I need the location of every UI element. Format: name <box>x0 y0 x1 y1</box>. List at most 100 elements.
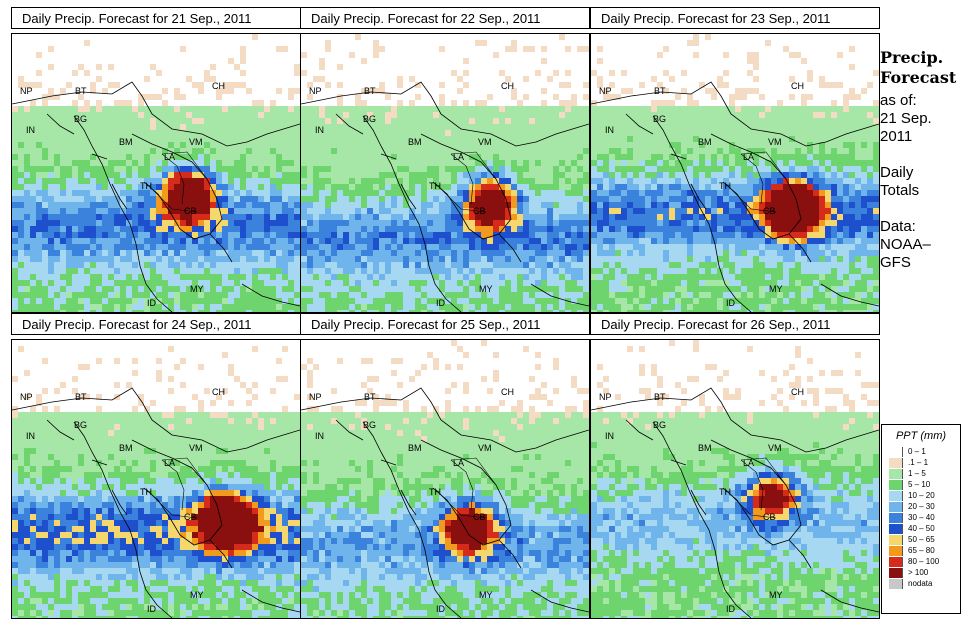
map-canvas: CH NP BT IN BG BM VM LA TH CB MY ID <box>591 34 879 312</box>
country-label: BG <box>363 114 376 124</box>
country-label: VM <box>768 137 782 147</box>
country-label: CB <box>763 512 776 522</box>
country-label: BT <box>654 86 666 96</box>
type-line1: Daily <box>880 164 914 181</box>
country-label: IN <box>315 125 324 135</box>
forecast-panel: Daily Precip. Forecast for 25 Sep., 2011… <box>300 313 590 619</box>
country-label: BT <box>364 86 376 96</box>
precip-grid <box>12 34 300 312</box>
country-label: VM <box>189 443 203 453</box>
map-canvas: CH NP BT IN BG BM VM LA TH CB MY ID <box>301 340 589 618</box>
country-label: LA <box>164 152 175 162</box>
data-source-line1: NOAA– <box>880 236 931 253</box>
legend-label: 40 – 50 <box>908 524 935 533</box>
panel-title: Daily Precip. Forecast for 24 Sep., 2011 <box>11 313 301 335</box>
country-label: ID <box>726 298 736 308</box>
country-label: BM <box>698 443 712 453</box>
map-canvas: CH NP BT IN BG BM VM LA TH CB MY ID <box>12 34 300 312</box>
country-label: MY <box>769 284 783 294</box>
legend-label: > 100 <box>908 568 929 577</box>
legend-swatch <box>889 578 903 589</box>
country-border <box>435 457 497 519</box>
precip-map: CH NP BT IN BG BM VM LA TH CB MY ID <box>590 339 880 619</box>
legend-item: .1 – 1 <box>889 457 960 468</box>
asof-year: 2011 <box>880 128 913 145</box>
country-label: LA <box>164 458 175 468</box>
legend-item: 0 – 1 <box>889 446 960 457</box>
country-label: BG <box>653 420 666 430</box>
country-label: BG <box>653 114 666 124</box>
coastline <box>591 81 879 312</box>
legend-swatch <box>889 534 903 545</box>
legend-item: 50 – 65 <box>889 534 960 545</box>
country-label: CB <box>184 206 197 216</box>
forecast-panel: Daily Precip. Forecast for 24 Sep., 2011… <box>11 313 301 619</box>
country-label: CB <box>473 206 486 216</box>
country-label: BG <box>74 114 87 124</box>
country-label: CB <box>473 512 486 522</box>
precip-map: CH NP BT IN BG BM VM LA TH CB MY ID <box>11 339 301 619</box>
country-label: CH <box>791 81 804 91</box>
country-label: ID <box>726 604 736 614</box>
legend-item: 80 – 100 <box>889 556 960 567</box>
country-label: ID <box>436 604 446 614</box>
legend-rows: 0 – 1 .1 – 1 1 – 5 5 – 10 10 – 20 20 – 30 30 –… <box>882 446 960 589</box>
legend-swatch <box>889 556 903 567</box>
precip-map: CH NP BT IN BG BM VM LA TH CB MY ID <box>11 33 301 313</box>
country-border <box>725 457 787 519</box>
country-label: NP <box>20 392 33 402</box>
legend-item: 30 – 40 <box>889 512 960 523</box>
country-label: ID <box>436 298 446 308</box>
legend-swatch <box>889 446 903 457</box>
legend-label: nodata <box>908 579 933 588</box>
country-label: BT <box>364 392 376 402</box>
precip-map: CH NP BT IN BG BM VM LA TH CB MY ID <box>300 339 590 619</box>
country-label: MY <box>479 590 493 600</box>
country-label: CH <box>501 387 514 397</box>
forecast-panel: Daily Precip. Forecast for 23 Sep., 2011… <box>590 7 880 313</box>
country-border <box>146 457 208 519</box>
country-border <box>435 151 497 213</box>
data-source-line2: GFS <box>880 254 911 271</box>
country-label: TH <box>140 181 152 191</box>
legend-swatch <box>889 501 903 512</box>
precip-grid <box>591 340 879 618</box>
country-label: MY <box>190 590 204 600</box>
country-label: LA <box>453 458 464 468</box>
forecast-panel: Daily Precip. Forecast for 21 Sep., 2011… <box>11 7 301 313</box>
country-label: ID <box>147 604 157 614</box>
country-label: TH <box>140 487 152 497</box>
country-label: VM <box>189 137 203 147</box>
country-label: CB <box>763 206 776 216</box>
legend-title: PPT (mm) <box>895 430 947 442</box>
country-label: BT <box>75 392 87 402</box>
coastline <box>591 387 879 618</box>
legend-item: nodata <box>889 578 960 589</box>
country-label: MY <box>769 590 783 600</box>
country-label: CH <box>212 387 225 397</box>
coastline <box>301 81 589 312</box>
legend-swatch <box>889 523 903 534</box>
legend-item: 40 – 50 <box>889 523 960 534</box>
country-label: TH <box>429 487 441 497</box>
legend-swatch <box>889 490 903 501</box>
country-label: ID <box>147 298 157 308</box>
coastline <box>12 387 300 618</box>
country-label: TH <box>429 181 441 191</box>
country-label: LA <box>453 152 464 162</box>
country-label: NP <box>20 86 33 96</box>
legend-swatch <box>889 468 903 479</box>
country-label: BT <box>75 86 87 96</box>
panel-title: Daily Precip. Forecast for 22 Sep., 2011 <box>300 7 590 29</box>
legend-label: 0 – 1 <box>908 447 926 456</box>
type-line2: Totals <box>880 182 920 199</box>
country-label: BM <box>408 443 422 453</box>
data-label: Data: <box>880 218 916 235</box>
precip-grid <box>12 346 300 618</box>
legend-item: 20 – 30 <box>889 501 960 512</box>
country-label: BG <box>363 420 376 430</box>
legend-label: 10 – 20 <box>908 491 935 500</box>
panel-title: Daily Precip. Forecast for 25 Sep., 2011 <box>300 313 590 335</box>
country-label: NP <box>599 392 612 402</box>
legend-item: 5 – 10 <box>889 479 960 490</box>
